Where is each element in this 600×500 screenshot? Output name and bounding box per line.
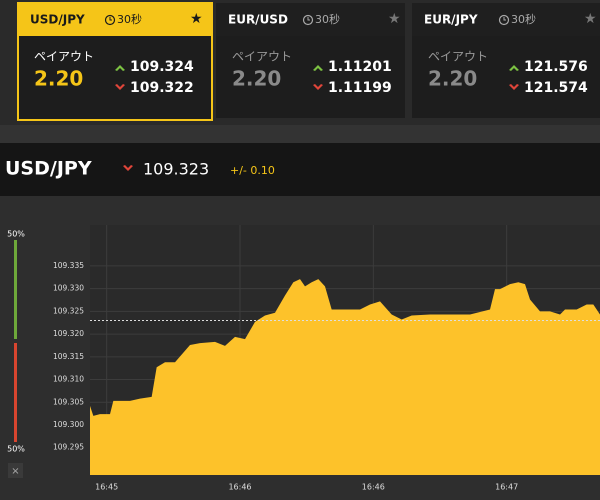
card-pair: EUR/USD [228, 13, 288, 27]
card-pair: USD/JPY [30, 13, 85, 27]
down-arrow [313, 84, 323, 90]
payout-label: ペイアウト [34, 50, 94, 64]
up-arrow [115, 65, 125, 71]
x-tick-label: 16:46 [228, 483, 251, 492]
ask-price: 1.11201 [328, 59, 392, 75]
clock-icon [498, 14, 510, 26]
bid-price: 121.574 [524, 80, 588, 96]
up-arrow [509, 65, 519, 71]
divider [0, 125, 600, 143]
clock-icon [104, 14, 116, 26]
up-arrow [313, 65, 323, 71]
ask-price: 121.576 [524, 59, 588, 75]
payout-value: 2.20 [232, 67, 281, 91]
clock-icon [302, 14, 314, 26]
y-tick-label: 109.305 [53, 397, 84, 406]
bid-price: 109.322 [130, 80, 194, 96]
header-change: +/- 0.10 [230, 164, 275, 177]
favorite-star[interactable]: ★ [388, 11, 401, 27]
ask-price: 109.324 [130, 59, 194, 75]
card-pair: EUR/JPY [424, 13, 478, 27]
favorite-star[interactable]: ★ [584, 11, 597, 27]
down-bar [14, 343, 17, 442]
down-arrow [509, 84, 519, 90]
payout-value: 2.20 [34, 67, 83, 91]
up-bar [14, 240, 17, 339]
header-pair: USD/JPY [5, 158, 92, 180]
price-area [90, 279, 600, 475]
favorite-star[interactable]: ★ [190, 11, 203, 27]
header-bar [0, 143, 600, 196]
y-tick-label: 109.325 [53, 306, 84, 315]
close-button[interactable]: × [11, 466, 19, 477]
down-percent: 50% [7, 445, 25, 454]
card-timer: 30秒 [117, 12, 142, 26]
down-arrow [115, 84, 125, 90]
y-tick-label: 109.320 [53, 329, 84, 338]
card-header [216, 3, 405, 36]
clock-hands [109, 17, 112, 21]
close-box[interactable] [8, 463, 23, 478]
y-tick-label: 109.330 [53, 284, 84, 293]
payout-label: ペイアウト [428, 50, 488, 64]
bid-price: 1.11199 [328, 80, 392, 96]
y-tick-label: 109.295 [53, 443, 84, 452]
y-tick-label: 109.310 [53, 375, 84, 384]
down-arrow [123, 165, 133, 171]
clock-hands [307, 17, 310, 21]
y-tick-label: 109.335 [53, 261, 84, 270]
card-timer: 30秒 [315, 12, 340, 26]
payout-label: ペイアウト [232, 50, 292, 64]
card-timer: 30秒 [511, 12, 536, 26]
up-percent: 50% [7, 230, 25, 239]
header-price: 109.323 [143, 160, 209, 179]
x-tick-label: 16:45 [95, 483, 118, 492]
payout-value: 2.20 [428, 67, 477, 91]
clock-hands [503, 17, 506, 21]
x-tick-label: 16:47 [495, 483, 518, 492]
y-tick-label: 109.315 [53, 352, 84, 361]
y-tick-label: 109.300 [53, 420, 84, 429]
x-tick-label: 16:46 [362, 483, 385, 492]
